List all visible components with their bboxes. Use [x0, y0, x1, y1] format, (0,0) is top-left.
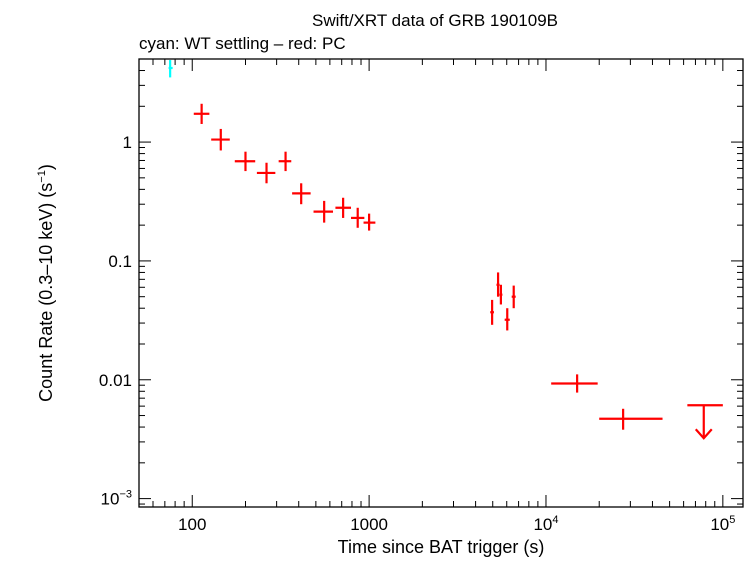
data-point [193, 103, 210, 124]
y-axis-label: Count Rate (0.3–10 keV) (s−1) [36, 164, 56, 402]
y-axis-label-close: ) [36, 164, 56, 170]
data-point [292, 183, 311, 205]
data-point [363, 213, 376, 231]
plot-frame [138, 58, 744, 508]
y-tick-label-base: 10 [101, 490, 120, 509]
x-tick-label: 100 [178, 515, 206, 534]
data-point [335, 197, 352, 218]
upper-limit [687, 404, 723, 440]
data-point [490, 299, 494, 325]
y-tick-label: 0.01 [99, 371, 132, 390]
y-tick-label: 1 [123, 133, 132, 152]
y-tick-label-exp: −3 [119, 489, 132, 501]
data-point [511, 285, 516, 309]
x-tick-label-exp: 4 [552, 514, 558, 526]
data-point [211, 128, 230, 151]
x-tick-label: 105 [710, 514, 735, 534]
x-tick-label-base: 1000 [350, 515, 388, 534]
data-point [499, 284, 503, 305]
data-point [168, 60, 173, 78]
data-point [313, 200, 334, 223]
x-tick-label-base: 10 [533, 515, 552, 534]
data-point [599, 408, 663, 430]
series-pc [193, 103, 663, 430]
data-point [234, 151, 256, 172]
axis-ticks [138, 58, 743, 507]
x-tick-label: 1000 [350, 515, 388, 534]
data-point [504, 308, 510, 331]
x-tick-label-exp: 5 [729, 514, 735, 526]
x-tick-label: 104 [533, 514, 558, 534]
y-tick-label: 0.1 [108, 252, 132, 271]
data-point [256, 162, 276, 184]
x-tick-label-base: 10 [710, 515, 729, 534]
data-point [351, 207, 365, 228]
y-tick-label-base: 0.1 [108, 252, 132, 271]
chart-title: Swift/XRT data of GRB 190109B [312, 11, 558, 30]
data-point [496, 272, 500, 297]
data-point [551, 374, 598, 393]
y-tick-label-base: 1 [123, 133, 132, 152]
y-tick-label: 10−3 [101, 489, 132, 509]
chart-subtitle: cyan: WT settling – red: PC [139, 34, 346, 53]
x-tick-label-base: 100 [178, 515, 206, 534]
upper-limit-arrow-head [694, 428, 713, 440]
data-point [278, 151, 292, 172]
y-axis-label-main: Count Rate (0.3–10 keV) (s [36, 183, 56, 402]
x-axis-label: Time since BAT trigger (s) [338, 537, 545, 557]
series-wt-settling [168, 60, 173, 78]
y-tick-label-base: 0.01 [99, 371, 132, 390]
data-marks [168, 60, 723, 440]
y-axis-label-exp: −1 [36, 170, 48, 183]
